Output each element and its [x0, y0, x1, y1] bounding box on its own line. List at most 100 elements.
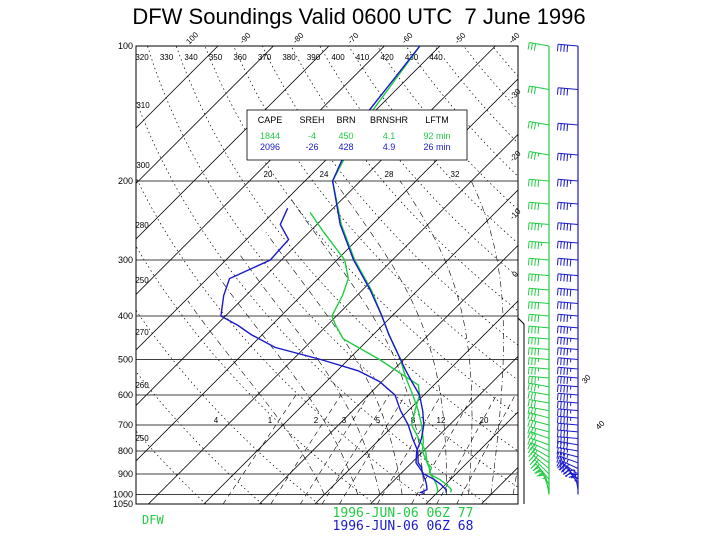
wind-barb [527, 382, 550, 392]
wind-barb [527, 406, 550, 416]
wind-barb [556, 178, 579, 188]
series-1-dewpoint-line [309, 212, 439, 493]
frame-step [517, 317, 525, 504]
pressure-tick-label: 200 [118, 176, 133, 186]
wind-barb [556, 384, 579, 393]
mixing-ratio-line [456, 394, 516, 504]
table-cell: -26 [305, 142, 318, 152]
wind-barb [527, 151, 550, 160]
wind-barb [527, 336, 550, 346]
pressure-tick-label: 100 [118, 41, 133, 51]
wind-barb [556, 336, 579, 346]
mixing-ratio-label: 20 [264, 170, 273, 179]
isotherm-line [314, 300, 518, 504]
theta-label: 360 [233, 53, 247, 62]
mixing-ratio-line [377, 394, 442, 504]
table-cell: 1844 [260, 131, 280, 141]
table-header: BRNSHR [370, 115, 409, 125]
table-cell: 428 [338, 142, 353, 152]
wind-barbs [527, 42, 579, 495]
pressure-tick-label: 600 [118, 390, 133, 400]
wind-barb [527, 366, 550, 375]
wind-barb [527, 347, 550, 356]
mixing-ratio-label: 24 [320, 170, 329, 179]
pressure-tick-label: 400 [118, 311, 133, 321]
mixing-ratio-label: 20 [480, 416, 489, 425]
dry-adiabat [136, 176, 432, 504]
theta-label: 320 [135, 53, 149, 62]
wind-barb [556, 440, 579, 451]
dry-adiabat [147, 46, 518, 488]
adiabat-side-label: 270 [135, 328, 149, 337]
wind-barb [556, 240, 579, 250]
adiabat-side-label: 300 [136, 161, 150, 170]
wind-barb [527, 419, 550, 429]
table-cell: 92 min [423, 131, 450, 141]
adiabat-side-label: 280 [135, 221, 149, 230]
wind-barb [527, 375, 550, 384]
theta-label: 410 [356, 53, 370, 62]
station-label: DFW [142, 513, 164, 527]
theta-label: 420 [380, 53, 394, 62]
mixing-ratio-label: 2 [314, 416, 319, 425]
moist-adiabat [215, 272, 358, 495]
theta-label: 330 [160, 53, 174, 62]
wind-barb [527, 287, 550, 297]
table-cell: 450 [338, 131, 353, 141]
isotherm-label: -50 [453, 31, 468, 46]
table-cell: 26 min [423, 142, 450, 152]
isotherm-label: -80 [291, 31, 306, 46]
mixing-ratio-line [300, 394, 369, 504]
wind-barb [527, 431, 550, 441]
wind-barb [556, 222, 579, 231]
dry-adiabat [521, 46, 718, 504]
wind-barb [527, 121, 550, 130]
mixing-ratio-labels: 20 24 28 324 1 2 3 5 8 12 20 [214, 170, 489, 425]
table-header: BRN [336, 115, 355, 125]
isotherm-line [370, 355, 518, 504]
wind-barb [556, 415, 579, 425]
wind-barb [556, 313, 579, 323]
mixing-ratio-label: 12 [437, 416, 446, 425]
sounding-profiles [220, 46, 453, 495]
wind-barb [556, 429, 579, 438]
wind-barb [556, 273, 579, 282]
isotherm-label: 30 [580, 373, 593, 386]
wind-barb [556, 43, 579, 53]
wind-barb [556, 201, 579, 211]
series-2-dewpoint-line [220, 207, 428, 495]
mixing-ratio-line [321, 394, 390, 504]
adiabat-side-label: 310 [136, 101, 150, 110]
wind-barb [556, 392, 579, 402]
wind-barb [527, 42, 550, 51]
isotherm-label: -10 [508, 207, 523, 222]
dry-adiabat [348, 46, 518, 244]
wind-barb [527, 222, 550, 231]
table-header: CAPE [258, 115, 283, 125]
isotherm-line [136, 78, 518, 462]
wind-barb [556, 287, 579, 297]
isotherm-label: 100 [184, 30, 200, 46]
wind-barb [556, 87, 579, 96]
adiabat-side-label: 250 [135, 434, 149, 443]
isotherm-line [136, 46, 274, 184]
wind-barb [527, 391, 550, 400]
wind-barb [527, 412, 550, 422]
wind-barb [527, 437, 550, 447]
table-header: SREH [299, 115, 324, 125]
wind-barb [556, 455, 579, 465]
theta-label: 370 [258, 53, 272, 62]
isotherm-line [425, 411, 518, 504]
table-header: LFTM [425, 115, 449, 125]
series-2-temperature-line [331, 46, 447, 493]
pressure-tick-label: 1050 [113, 499, 133, 509]
wind-barb [556, 459, 579, 470]
pressure-tick-label: 300 [118, 255, 133, 265]
wind-barb [556, 357, 579, 366]
pressure-tick-label: 700 [118, 420, 133, 430]
mixing-ratio-label: 5 [376, 416, 381, 425]
adiabat-side-label: 260 [135, 381, 149, 390]
wind-barb [556, 366, 579, 376]
